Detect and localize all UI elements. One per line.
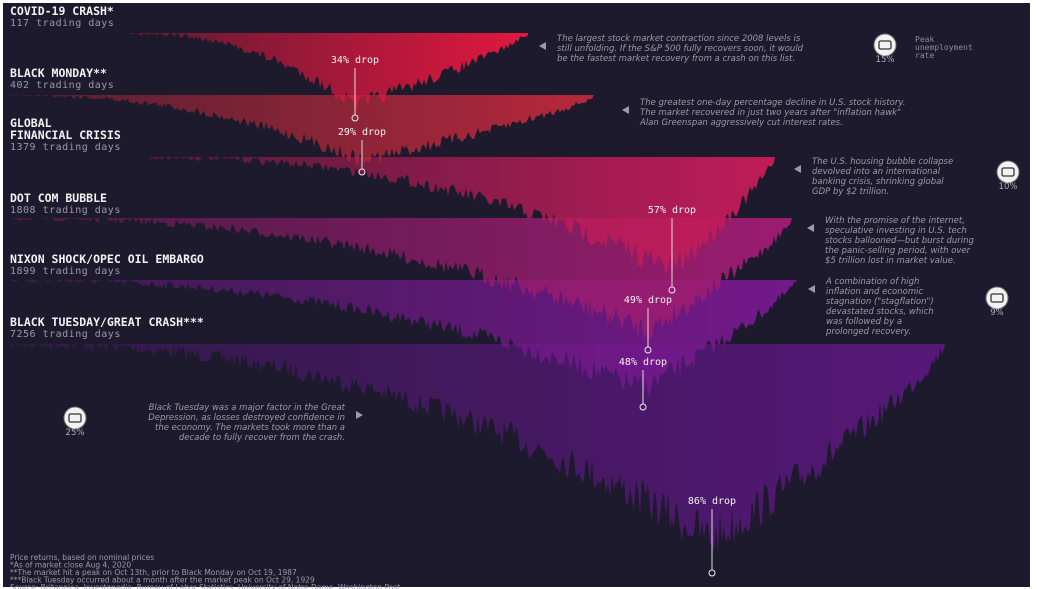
drop-label: 34% drop — [331, 55, 379, 66]
footnote: ***Black Tuesday occurred about a month … — [10, 576, 315, 585]
crash-name: FINANCIAL CRISIS — [10, 128, 121, 142]
trading-days: 1808 trading days — [10, 205, 121, 216]
description: The greatest one-day percentage decline … — [640, 98, 905, 108]
icon-glyph — [1001, 167, 1015, 177]
pointer — [794, 165, 801, 173]
footnote: Source: Britannica, Investopedia, Bureau… — [10, 583, 400, 589]
description: The market recovered in just two years a… — [640, 108, 901, 118]
trough-marker — [358, 168, 366, 176]
drop-label: 29% drop — [338, 127, 386, 138]
description: devastated stocks, which — [826, 307, 934, 317]
icon-glyph — [990, 293, 1004, 303]
drop-label: 86% drop — [688, 496, 736, 507]
description: inflation and economic — [826, 287, 923, 297]
description: The largest stock market contraction sin… — [557, 34, 801, 44]
legend-label: rate — [915, 51, 934, 60]
trough-marker — [668, 286, 676, 294]
description: be the fastest market recovery from a cr… — [557, 54, 795, 64]
pointer — [808, 285, 815, 293]
description: $5 trillion lost in market value. — [825, 256, 956, 266]
drawdown-shape — [130, 33, 528, 112]
icon-glyph — [68, 413, 82, 423]
pointer — [539, 42, 546, 50]
description: was followed by a — [826, 317, 902, 327]
unemployment-rate: 10% — [999, 182, 1018, 192]
description: stocks ballooned—but burst during — [825, 236, 975, 246]
drawdown-shape — [10, 218, 793, 342]
description: speculative investing in U.S. tech — [825, 226, 967, 236]
labels: COVID-19 CRASH*117 trading days 34% drop T… — [10, 4, 1020, 589]
description: stagnation ("stagflation") — [826, 297, 934, 307]
footnote: **The market hit a peak on Oct 13th, pri… — [10, 568, 297, 577]
icon — [63, 406, 87, 430]
trading-days: 117 trading days — [10, 18, 114, 29]
trading-days: 1379 trading days — [10, 142, 121, 153]
crash-name: BLACK TUESDAY/GREAT CRASH*** — [10, 315, 204, 329]
drawdown-shape — [10, 344, 945, 554]
trough-marker — [639, 403, 647, 411]
pointer — [807, 224, 814, 232]
description: still unfolding. If the S&P 500 fully re… — [557, 44, 804, 54]
description: decade to fully recover from the crash. — [179, 433, 345, 443]
drop-label: 57% drop — [648, 205, 696, 216]
description: A combination of high — [825, 277, 919, 287]
pointer — [356, 411, 363, 419]
pointer — [622, 106, 629, 114]
unemployment-rate: 15% — [876, 55, 895, 65]
crash-name: GLOBAL — [10, 116, 52, 130]
drop-label: 49% drop — [624, 295, 672, 306]
icon — [985, 286, 1009, 310]
description: prolonged recovery. — [825, 327, 911, 337]
drawdown-shape — [150, 157, 775, 278]
drawdown-shape — [10, 95, 597, 165]
crash-name: COVID-19 CRASH* — [10, 4, 114, 18]
icon — [873, 33, 897, 57]
description: devolved into an international — [812, 167, 941, 177]
trading-days: 402 trading days — [10, 80, 114, 91]
drop-label: 48% drop — [619, 357, 667, 368]
description: Black Tuesday was a major factor in the … — [149, 403, 346, 413]
footnote: *As of market close Aug 4, 2020 — [10, 561, 131, 570]
legend-label: unemployment — [915, 43, 973, 52]
description: Alan Greenspan aggressively cut interest… — [639, 118, 843, 128]
trough-marker — [351, 114, 359, 122]
trough-marker — [644, 346, 652, 354]
description: the economy. The markets took more than … — [155, 423, 345, 433]
description: the panic-selling period, with over — [825, 246, 971, 256]
crash-name: DOT COM BUBBLE — [10, 191, 107, 205]
crash-name: NIXON SHOCK/OPEC OIL EMBARGO — [10, 252, 204, 266]
description: Depression, as losses destroyed confiden… — [148, 413, 345, 423]
footnote: Price returns, based on nominal prices — [10, 553, 154, 562]
crash-name: BLACK MONDAY** — [10, 66, 107, 80]
shapes — [10, 33, 945, 554]
trading-days: 1899 trading days — [10, 266, 121, 277]
icon-glyph — [878, 40, 892, 50]
description: The U.S. housing bubble collapse — [812, 157, 953, 167]
unemployment-rate: 25% — [66, 428, 85, 438]
description: banking crisis, shrinking global — [812, 177, 944, 187]
description: With the promise of the internet, — [825, 216, 965, 226]
description: GDP by $2 trillion. — [812, 187, 889, 197]
trough-marker — [708, 569, 716, 577]
unemployment-rate: 9% — [990, 308, 1004, 318]
trading-days: 7256 trading days — [10, 329, 121, 340]
legend-label: Peak — [915, 35, 934, 44]
icon — [996, 160, 1020, 184]
